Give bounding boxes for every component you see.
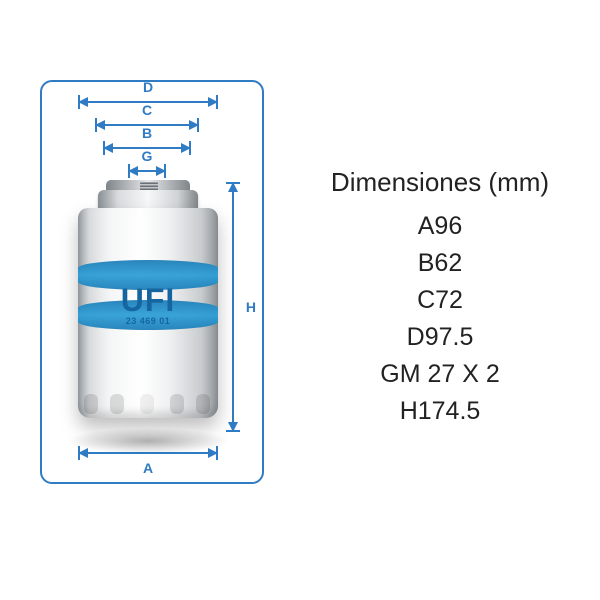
dimensions-title: Dimensiones (mm) <box>300 167 580 198</box>
brand-logo: UFI <box>78 282 218 319</box>
dimension-G: G <box>128 164 166 178</box>
dimension-A-label: A <box>78 460 218 476</box>
part-number: 23 469 01 <box>78 316 218 326</box>
dimension-B-label: B <box>103 125 191 141</box>
filter-shadow <box>66 428 230 454</box>
dimension-value: C72 <box>300 286 580 315</box>
dimension-value: B62 <box>300 249 580 278</box>
dimension-H: H <box>226 182 240 432</box>
filter-illustration: UFI 23 469 01 <box>78 180 218 430</box>
dimensions-text-panel: Dimensiones (mm) A96 B62 C72 D97.5 GM 27… <box>300 167 600 434</box>
dimension-value: A96 <box>300 212 580 241</box>
page-root: D C B G <box>0 0 600 600</box>
dimension-H-label: H <box>246 299 256 315</box>
dimension-D-label: D <box>78 79 218 95</box>
dimension-value: GM 27 X 2 <box>300 360 580 389</box>
diagram-panel: D C B G <box>0 0 300 600</box>
dimension-C-label: C <box>95 102 199 118</box>
dimension-value: H174.5 <box>300 397 580 426</box>
dimension-value: D97.5 <box>300 323 580 352</box>
dimension-G-label: G <box>128 148 166 164</box>
